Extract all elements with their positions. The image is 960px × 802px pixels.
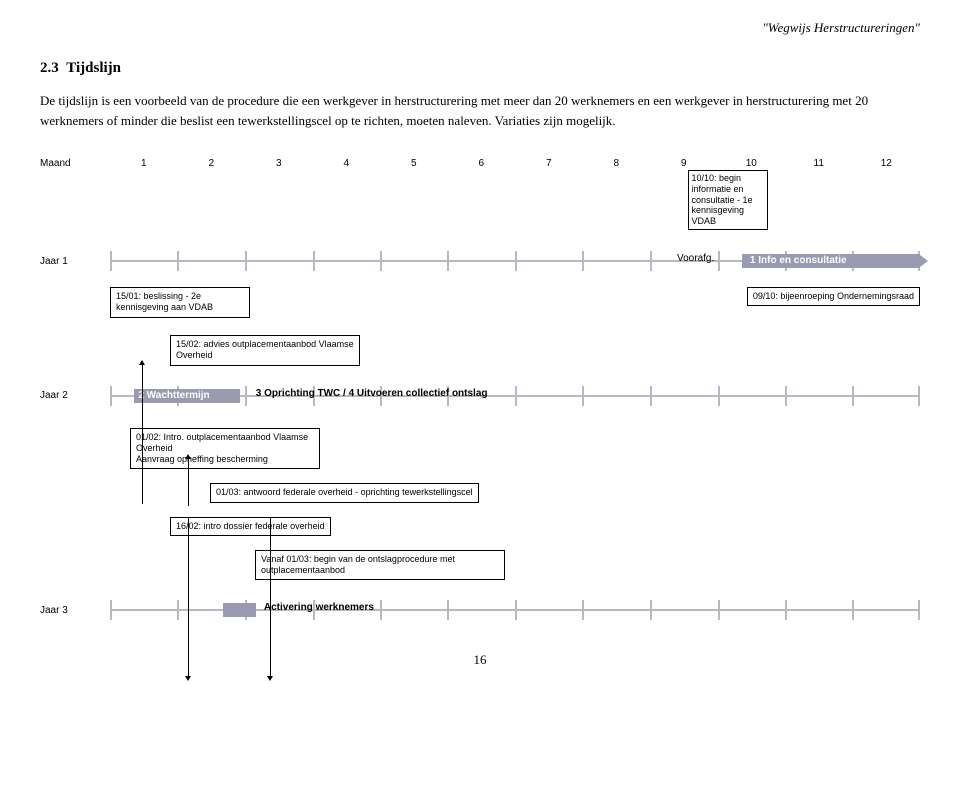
month-cell: 3	[245, 158, 313, 169]
phase-activering: Activering werknemers	[264, 602, 374, 613]
event-1602-block: 16/02: intro dossier federale overheid	[110, 517, 920, 536]
connector	[270, 518, 271, 678]
event-1602: 16/02: intro dossier federale overheid	[170, 517, 331, 536]
month-label: Maand	[40, 158, 110, 169]
voorafg-label: Voorafg.	[677, 253, 714, 264]
month-cell: 11	[785, 158, 853, 169]
month-cell: 10 10/10: begin informatie en consultati…	[718, 158, 786, 169]
event-0102-block: 01/02: Intro. outplacementaanbod Vlaamse…	[110, 428, 920, 470]
section-name: Tijdslijn	[66, 60, 121, 76]
month-row: Maand 1 2 3 4 5 6 7 8 9 10 10/10: begin …	[40, 158, 920, 169]
page-number: 16	[40, 652, 920, 668]
year1-row: Jaar 1 Voorafg. 1 Info en consultatie	[40, 249, 920, 273]
year3-label: Jaar 3	[40, 605, 110, 616]
event-1501: 15/01: beslissing - 2e kennisgeving aan …	[110, 287, 250, 318]
event-row-1: 15/01: beslissing - 2e kennisgeving aan …	[110, 287, 920, 317]
month-cell: 7	[515, 158, 583, 169]
phase1-label: 1 Info en consultatie	[750, 255, 847, 266]
timeline-diagram: Maand 1 2 3 4 5 6 7 8 9 10 10/10: begin …	[40, 158, 920, 622]
year3-row: Jaar 3 Activering werknemers	[40, 598, 920, 622]
year2-row: Jaar 2 2 Wachttermijn 3 Oprichting TWC /…	[40, 384, 920, 408]
month-cell: 8	[583, 158, 651, 169]
month-cell: 12	[853, 158, 921, 169]
event-vanaf-block: Vanaf 01/03: begin van de ontslagprocedu…	[110, 550, 920, 581]
section-number: 2.3	[40, 60, 59, 76]
connector-arrow	[185, 676, 191, 681]
connector-arrow	[185, 454, 191, 459]
connector-arrow	[139, 360, 145, 365]
month-cell: 1	[110, 158, 178, 169]
connector	[188, 458, 189, 506]
year1-track: Voorafg. 1 Info en consultatie	[110, 251, 920, 271]
year3-track: Activering werknemers	[110, 600, 920, 620]
phase3-label: 3 Oprichting TWC / 4 Uitvoeren collectie…	[256, 388, 488, 399]
section-title: 2.3 Tijdslijn	[40, 60, 920, 77]
year2-track: 2 Wachttermijn 3 Oprichting TWC / 4 Uitv…	[110, 386, 920, 406]
month-grid: 1 2 3 4 5 6 7 8 9 10 10/10: begin inform…	[110, 158, 920, 169]
event-0103: 01/03: antwoord federale overheid - opri…	[210, 483, 479, 502]
connector	[142, 364, 143, 504]
year1-label: Jaar 1	[40, 256, 110, 267]
event-vanaf: Vanaf 01/03: begin van de ontslagprocedu…	[255, 550, 505, 581]
event-1502: 15/02: advies outplacementaanbod Vlaamse…	[170, 335, 360, 366]
month-cell: 9	[650, 158, 718, 169]
month-cell: 6	[448, 158, 516, 169]
connector	[188, 518, 189, 678]
event-row-2: 15/02: advies outplacementaanbod Vlaamse…	[110, 335, 920, 366]
event-0103-block: 01/03: antwoord federale overheid - opri…	[110, 483, 920, 502]
month-cell: 2	[178, 158, 246, 169]
event-box-begin-info: 10/10: begin informatie en consultatie -…	[688, 170, 768, 230]
header-quote: "Wegwijs Herstructureringen"	[40, 20, 920, 36]
intro-paragraph: De tijdslijn is een voorbeeld van de pro…	[40, 91, 920, 130]
phase2-label: 2 Wachttermijn	[138, 390, 209, 401]
month-cell: 4	[313, 158, 381, 169]
month-cell: 5	[380, 158, 448, 169]
year2-label: Jaar 2	[40, 390, 110, 401]
event-0102: 01/02: Intro. outplacementaanbod Vlaamse…	[130, 428, 320, 470]
event-0910: 09/10: bijeenroeping Ondernemingsraad	[747, 287, 920, 306]
connector-arrow	[267, 676, 273, 681]
